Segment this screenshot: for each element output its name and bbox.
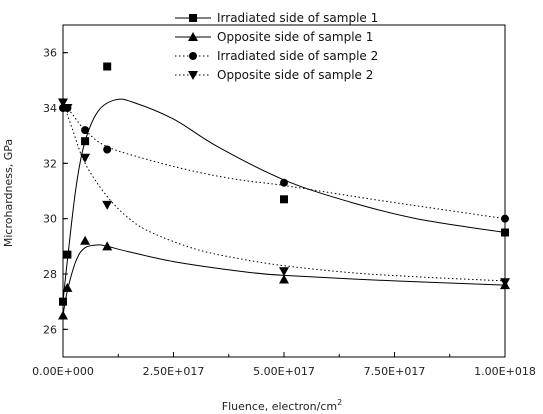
- series-1-fit-line: [62, 98, 506, 302]
- series-2-point: [102, 241, 113, 251]
- series-2-point: [279, 274, 289, 284]
- series-4-point: [279, 267, 289, 277]
- legend-marker-2: [188, 32, 198, 41]
- series-1-point: [103, 62, 112, 71]
- series-1-point: [501, 228, 509, 237]
- x-tick-label: 7.50E+017: [364, 365, 426, 378]
- legend-label-4: Opposite side of sample 2: [217, 68, 373, 82]
- y-tick-label: 36: [43, 47, 57, 60]
- series-3-point: [103, 145, 112, 154]
- legend-label-2: Opposite side of sample 1: [217, 30, 373, 44]
- axis-ticks: 26 28 30 32 34 36 0.00E+000 2.50E+017 5.00E+017 7…: [32, 47, 536, 378]
- x-tick-label: 0.00E+000: [32, 365, 94, 378]
- legend-label-3: Irradiated side of sample 2: [217, 49, 378, 63]
- series-2-point: [80, 235, 91, 245]
- legend-marker-4: [188, 71, 198, 80]
- legend-label-1: Irradiated side of sample 1: [217, 11, 378, 25]
- x-axis-title: Fluence, electron/cm2: [222, 398, 342, 413]
- series-4-point: [500, 278, 510, 288]
- series-3-point: [81, 126, 90, 135]
- y-tick-label: 26: [43, 323, 57, 336]
- legend-marker-1: [189, 14, 197, 22]
- series-2-fit-line: [62, 244, 506, 316]
- x-tick-label: 2.50E+017: [143, 365, 205, 378]
- series-2-point: [58, 310, 68, 320]
- series-4-fit-line: [62, 102, 506, 282]
- y-tick-label: 30: [43, 213, 57, 226]
- y-axis-title: Microhardness, GPa: [2, 139, 15, 247]
- series-3-point: [280, 178, 288, 187]
- fit-curves: [62, 98, 506, 316]
- series-4-point: [58, 98, 68, 108]
- series-1-point: [59, 297, 67, 306]
- x-tick-label: 1.00E+018: [474, 365, 536, 378]
- y-tick-label: 28: [43, 268, 57, 281]
- series-2-point: [62, 282, 73, 292]
- series-1-point: [280, 195, 288, 204]
- legend: Irradiated side of sample 1 Opposite side…: [175, 11, 378, 82]
- x-tick-label: 5.00E+017: [253, 365, 315, 378]
- series-1-point: [81, 137, 90, 146]
- series-1-point: [63, 250, 72, 259]
- legend-marker-3: [189, 52, 197, 60]
- y-tick-label: 32: [43, 157, 57, 170]
- y-tick-label: 34: [43, 102, 57, 115]
- data-markers: [58, 62, 510, 320]
- series-4-point: [80, 153, 91, 163]
- series-3-fit-line: [62, 102, 506, 220]
- series-4-point: [102, 200, 113, 210]
- series-3-point: [501, 214, 509, 223]
